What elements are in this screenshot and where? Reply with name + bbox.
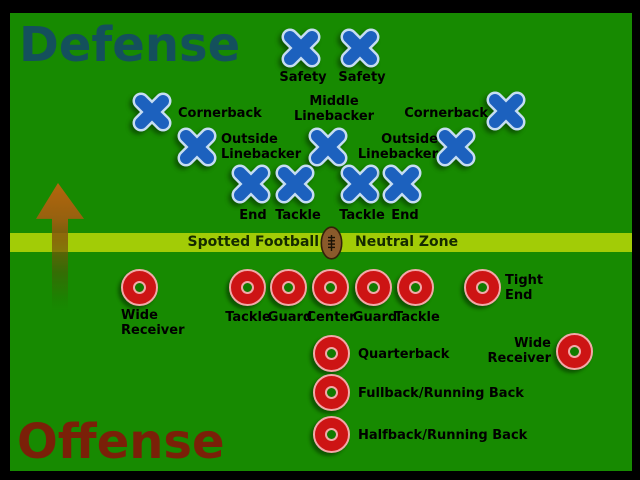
offense-marker-tackle <box>229 269 266 306</box>
defense-label-end: End <box>391 208 419 223</box>
offense-label-tight-end: Tight End <box>505 273 544 303</box>
football-icon <box>320 226 343 260</box>
offense-marker-guard <box>355 269 392 306</box>
defense-label-cornerback: Cornerback <box>404 105 488 121</box>
defense-label-tackle: Tackle <box>339 208 385 223</box>
defense-marker-end <box>229 162 273 206</box>
offense-label-tackle: Tackle <box>225 310 271 325</box>
defense-label-middle-linebacker: Middle Linebacker <box>293 94 375 124</box>
defense-marker-tackle <box>273 162 317 206</box>
offense-label-quarterback: Quarterback <box>358 346 450 362</box>
defense-label-outside-linebacker: Outside Linebacker <box>357 132 438 162</box>
defense-marker-safety <box>279 26 323 70</box>
offense-label-fullback-running-back: Fullback/Running Back <box>358 385 524 401</box>
defense-label-safety: Safety <box>338 70 386 85</box>
defense-marker-outside-linebacker <box>175 125 219 169</box>
offense-title: Offense <box>17 414 225 470</box>
defense-marker-middle-linebacker <box>306 125 350 169</box>
offense-marker-center <box>312 269 349 306</box>
offense-label-tackle: Tackle <box>394 310 440 325</box>
spotted-football-label: Spotted Football <box>187 234 320 250</box>
offense-marker-wide-receiver <box>556 333 593 370</box>
offense-label-guard: Guard <box>352 310 398 325</box>
defense-label-safety: Safety <box>279 70 327 85</box>
offense-marker-fullback-running-back <box>313 374 350 411</box>
defense-label-end: End <box>239 208 267 223</box>
neutral-zone-label: Neutral Zone <box>355 234 459 250</box>
offense-label-wide-receiver: Wide Receiver <box>121 308 185 338</box>
offense-marker-halfback-running-back <box>313 416 350 453</box>
defense-marker-safety <box>338 26 382 70</box>
offense-label-guard: Guard <box>267 310 313 325</box>
defense-marker-cornerback <box>130 90 174 134</box>
defense-marker-cornerback <box>484 89 528 133</box>
offense-marker-guard <box>270 269 307 306</box>
offense-label-wide-receiver: Wide Receiver <box>487 336 551 366</box>
defense-label-cornerback: Cornerback <box>178 105 262 121</box>
defense-marker-end <box>380 162 424 206</box>
defense-marker-tackle <box>338 162 382 206</box>
offense-marker-tight-end <box>464 269 501 306</box>
offense-marker-quarterback <box>313 335 350 372</box>
offense-marker-tackle <box>397 269 434 306</box>
defense-label-tackle: Tackle <box>275 208 321 223</box>
offense-label-halfback-running-back: Halfback/Running Back <box>358 427 528 443</box>
defense-title: Defense <box>19 17 241 73</box>
defense-marker-outside-linebacker <box>434 125 478 169</box>
offense-label-center: Center <box>306 310 356 325</box>
offense-marker-wide-receiver <box>121 269 158 306</box>
defense-label-outside-linebacker: Outside Linebacker <box>221 132 302 162</box>
